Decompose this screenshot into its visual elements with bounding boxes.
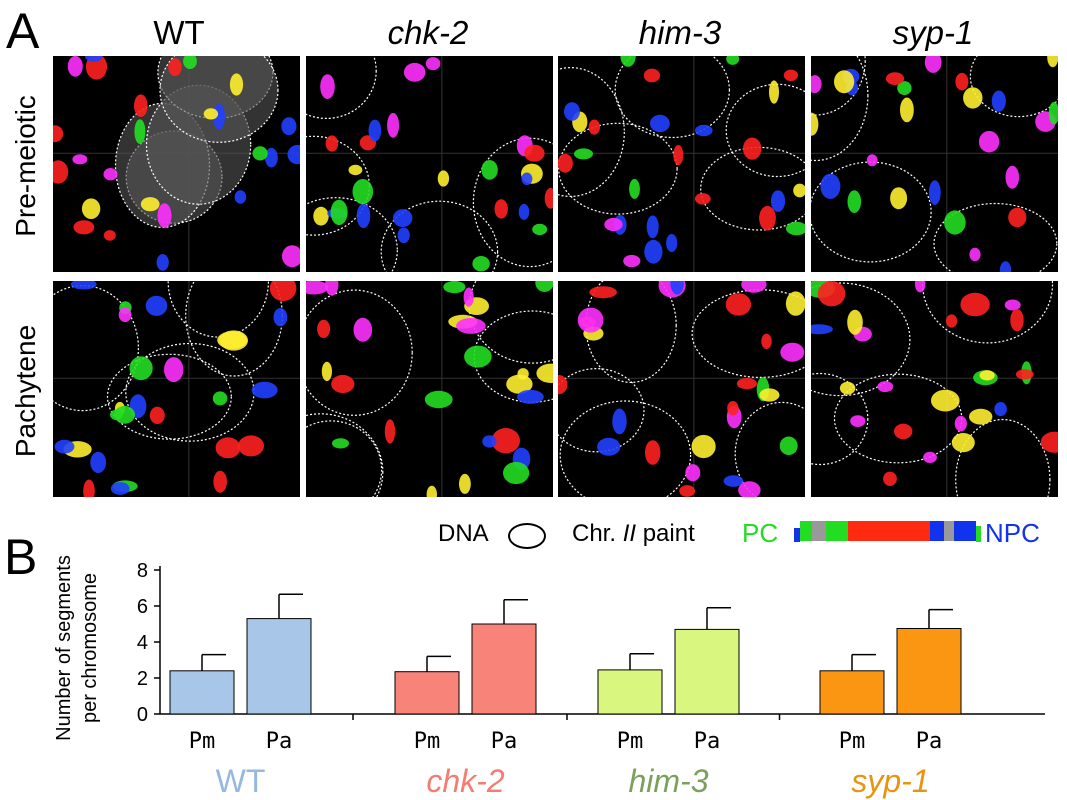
category-label: Pa <box>916 729 943 754</box>
panel-b-letter: B <box>4 529 38 585</box>
y-axis-title-line-2: per chromosome <box>79 573 101 723</box>
column-title-syp-1: syp-1 <box>892 14 974 51</box>
group-label: chk-2 <box>426 763 504 799</box>
micrograph-r2-c2 <box>306 281 553 497</box>
category-label: Pa <box>491 729 518 754</box>
y-tick-label: 2 <box>137 668 148 690</box>
group-label: WT <box>216 763 266 799</box>
column-title-chk-2: chk-2 <box>387 14 469 51</box>
micrograph-r1-c3 <box>558 56 805 272</box>
micrograph-r2-c4 <box>811 281 1058 497</box>
category-label: Pm <box>189 729 216 754</box>
legend-chr-paint-label: Chr. II paint <box>572 520 695 548</box>
legend-chr-suffix: paint <box>642 520 695 547</box>
micrograph-r2-c3 <box>558 281 805 497</box>
legend-pc-label: PC <box>742 518 779 548</box>
bar <box>819 670 885 715</box>
column-title-him-3: him-3 <box>638 14 722 51</box>
row-label-pre-meiotic: Pre-meiotic <box>10 95 41 237</box>
y-tick-label: 0 <box>137 704 148 726</box>
y-tick-label: 6 <box>137 596 148 618</box>
legend-chr-number: II <box>622 520 637 547</box>
micrograph-r1-c4 <box>811 56 1058 272</box>
chromosome-paint-bar-icon <box>794 521 981 542</box>
dna-ellipse-icon <box>508 523 546 549</box>
column-title-wt: WT <box>153 14 205 51</box>
category-label: Pa <box>266 729 293 754</box>
y-tick-label: 8 <box>137 560 148 582</box>
panel-a-letter: A <box>6 3 40 59</box>
category-label: Pm <box>414 729 441 754</box>
group-label: syp-1 <box>851 763 929 799</box>
bar-chart: 0 2 4 6 8 Number of segments per chromosome Pm P… <box>53 555 1045 799</box>
legend-dna-label: DNA <box>438 520 489 547</box>
group-label: him-3 <box>628 763 708 799</box>
category-label: Pa <box>694 729 721 754</box>
bar <box>896 628 962 715</box>
y-axis-title-line-1: Number of segments <box>53 555 75 741</box>
micrograph-r2-c1 <box>53 281 300 497</box>
bar <box>674 628 740 715</box>
category-label: Pm <box>617 729 644 754</box>
micrograph-r1-c1 <box>53 56 300 272</box>
row-label-pachytene: Pachytene <box>10 324 41 458</box>
micrograph-r1-c2 <box>306 56 553 272</box>
legend-npc-label: NPC <box>985 518 1040 548</box>
category-label: Pm <box>839 729 866 754</box>
legend-chr-prefix: Chr. <box>572 520 617 547</box>
bar <box>471 623 537 715</box>
bar <box>246 618 312 715</box>
y-tick-label: 4 <box>137 632 148 654</box>
bar <box>169 670 235 715</box>
bar <box>394 671 460 715</box>
bar <box>597 669 663 715</box>
